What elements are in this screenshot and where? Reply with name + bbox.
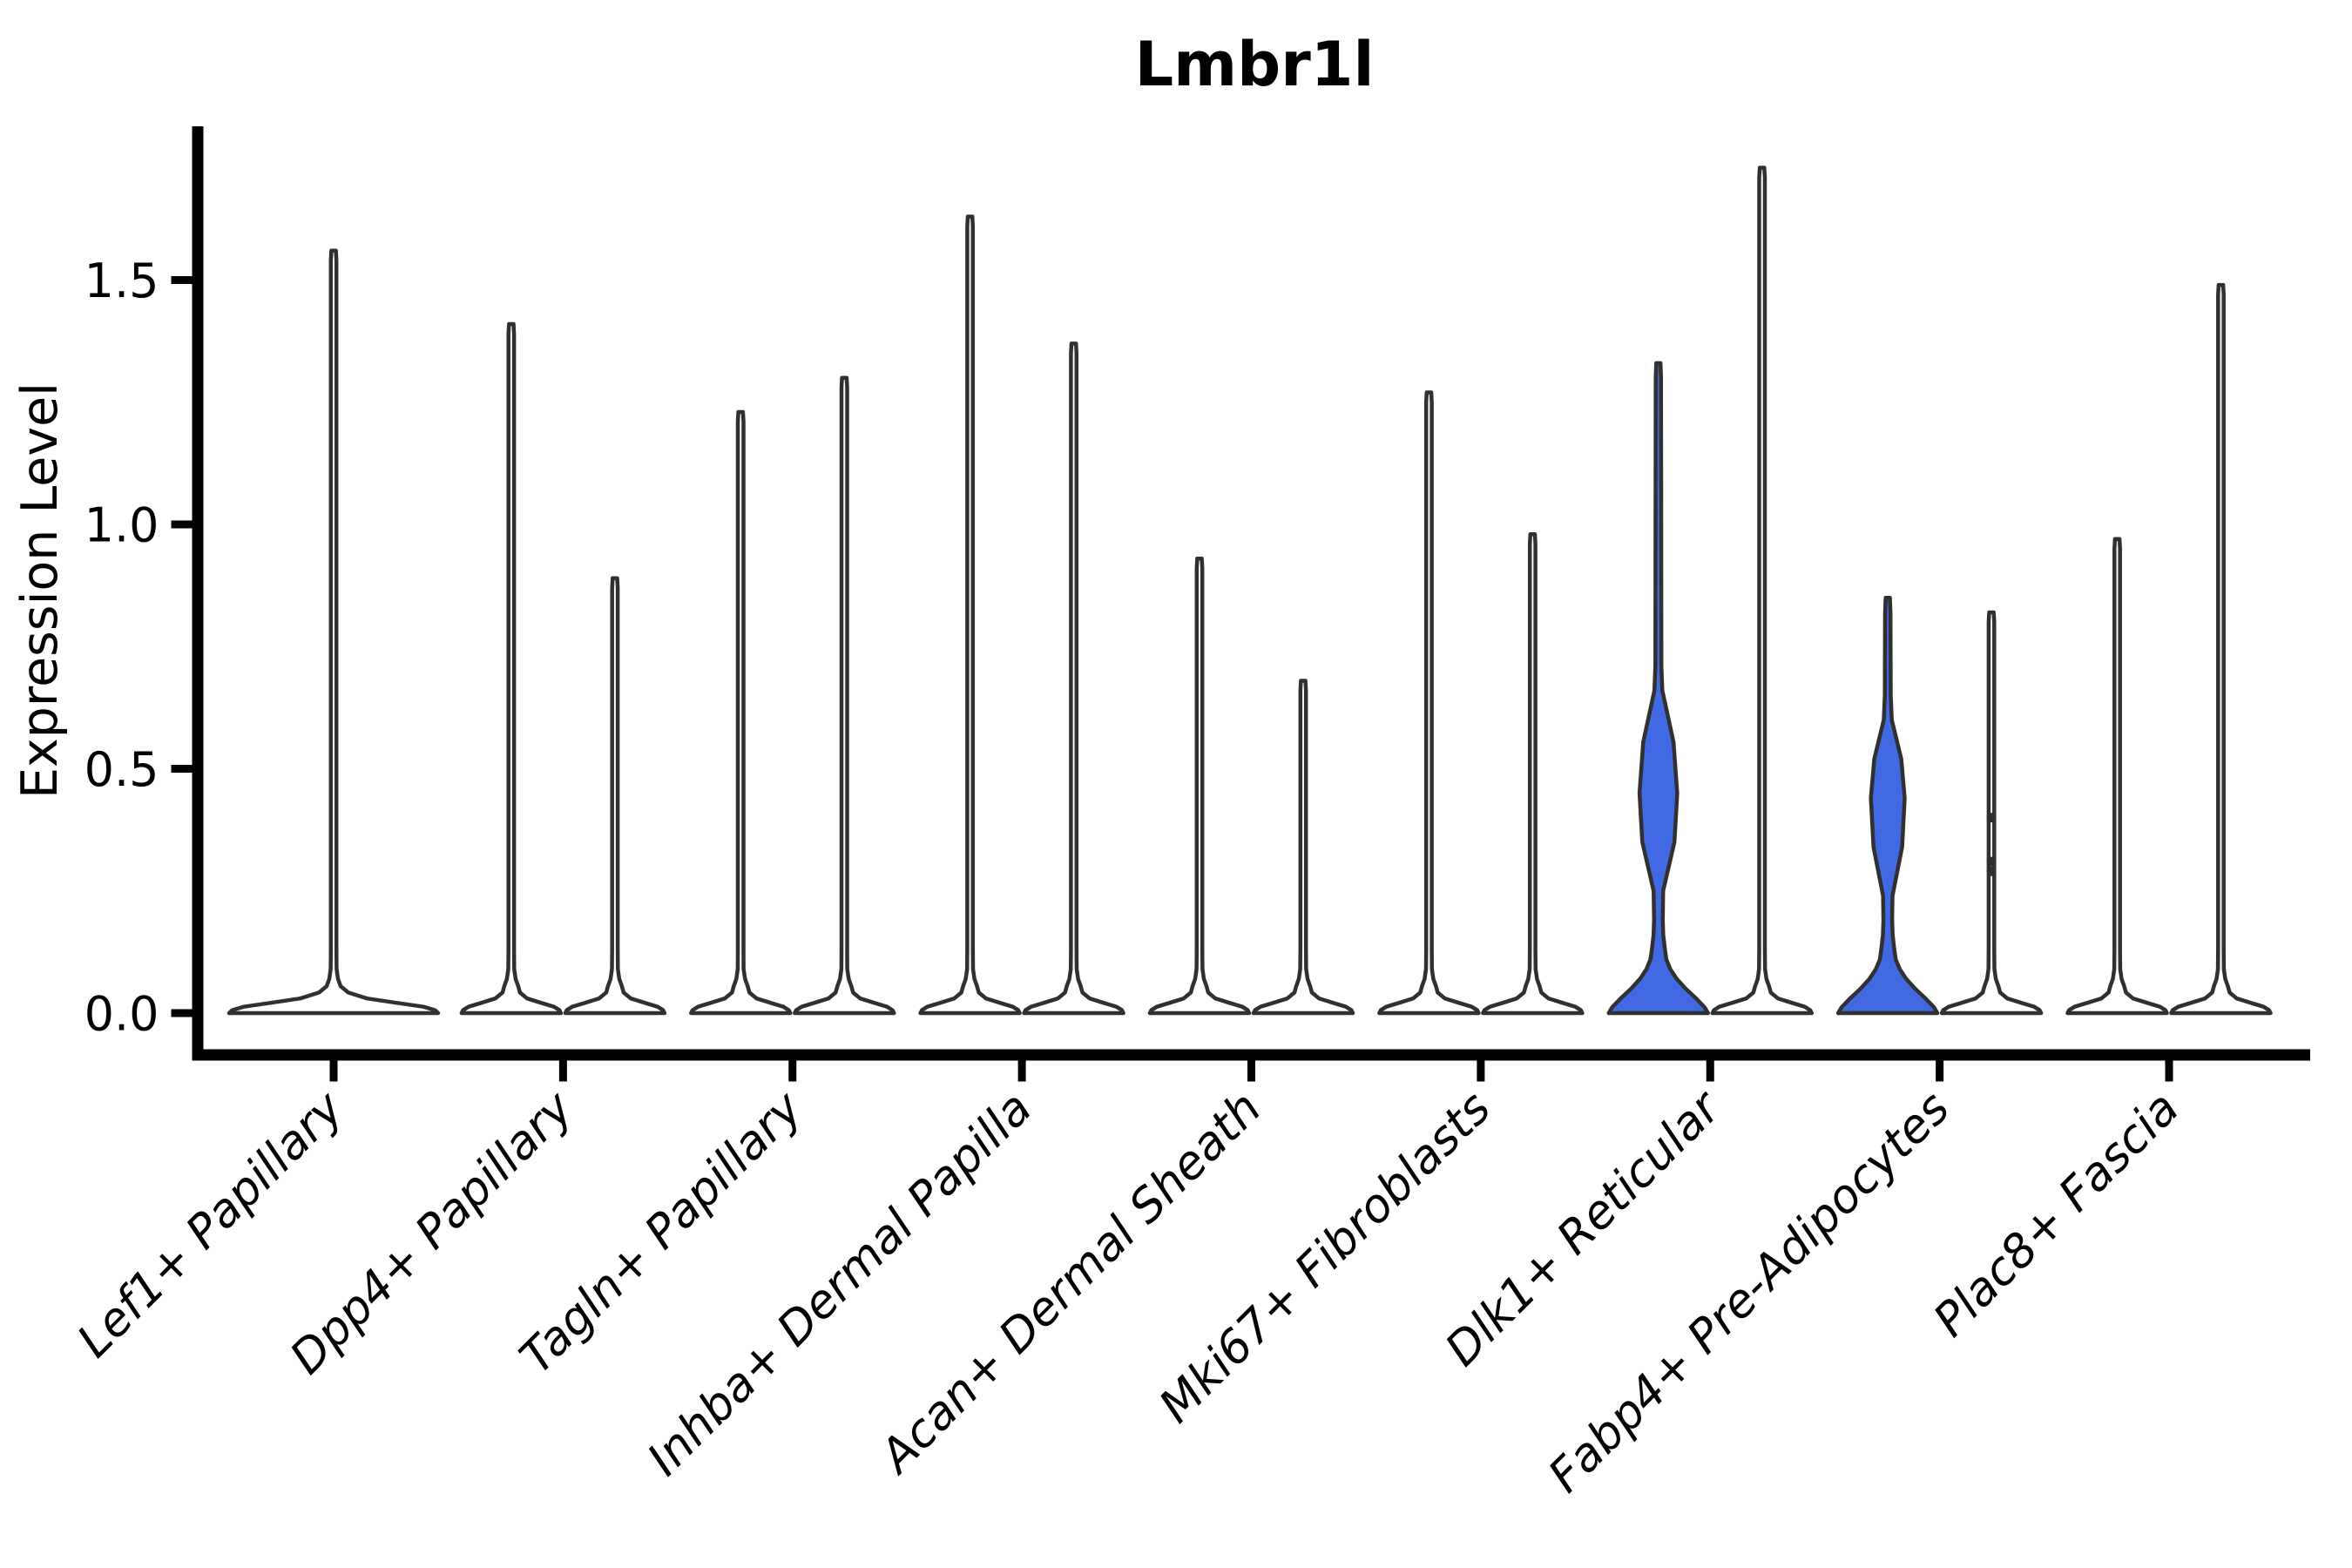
violin-dpp4-papillary-right xyxy=(563,576,667,1016)
violin-inhba-dermal-papilla-left xyxy=(918,214,1022,1016)
y-tick-mark xyxy=(171,1009,193,1017)
violin-dlk1-reticular-right xyxy=(1710,166,1815,1016)
violin-dpp4-papillary-left xyxy=(459,321,564,1016)
expression-point xyxy=(1986,856,1997,867)
violins-layer xyxy=(226,166,2273,1016)
x-tick-label-inhba-dermal-papilla: Inhba+ Dermal Papilla xyxy=(638,1082,1042,1486)
violin-fabp4-pre-adipocytes-left xyxy=(1835,595,1940,1016)
violin-acan-dermal-sheath-left xyxy=(1147,557,1252,1016)
x-tick-mark xyxy=(1247,1060,1255,1082)
x-axis-spine xyxy=(192,1049,2310,1061)
violin-fabp4-pre-adipocytes-right xyxy=(1939,610,2044,1016)
y-tick-mark xyxy=(171,765,193,773)
x-tick-mark xyxy=(558,1060,567,1082)
x-tick-label-acan-dermal-sheath: Acan+ Dermal Sheath xyxy=(868,1082,1272,1485)
x-tick-mark xyxy=(1017,1060,1026,1082)
y-tick-label: 0.0 xyxy=(84,986,159,1041)
chart-title: Lmbr1l xyxy=(1135,29,1375,100)
violin-plac8-fascia-right xyxy=(2169,282,2273,1016)
x-tick-mark xyxy=(1477,1060,1485,1082)
x-tick-mark xyxy=(2165,1060,2173,1082)
violin-tagln-papillary-left xyxy=(689,409,793,1016)
x-tick-mark xyxy=(329,1060,338,1082)
y-tick-mark xyxy=(171,520,193,529)
violin-acan-dermal-sheath-right xyxy=(1251,679,1355,1016)
x-tick-label-plac8-fascia: Plac8+ Fascia xyxy=(1923,1082,2189,1348)
y-tick-label: 1.0 xyxy=(84,497,159,552)
x-tick-mark xyxy=(788,1060,797,1082)
violin-mki67-fibroblasts-left xyxy=(1377,390,1481,1016)
y-axis-label: Expression Level xyxy=(11,382,69,799)
expression-point xyxy=(1986,866,1997,876)
violin-mki67-fibroblasts-right xyxy=(1481,531,1585,1016)
y-axis-spine xyxy=(192,126,204,1061)
y-tick-mark xyxy=(171,276,193,284)
y-tick-label: 1.5 xyxy=(84,253,159,308)
x-tick-mark xyxy=(1936,1060,1944,1082)
violin-dlk1-reticular-left xyxy=(1606,361,1711,1016)
expression-point xyxy=(1986,813,1997,823)
violin-plac8-fascia-left xyxy=(2065,537,2169,1016)
y-tick-label: 0.5 xyxy=(84,742,159,797)
violin-tagln-papillary-right xyxy=(793,375,896,1016)
violin-lef1-papillary-single xyxy=(226,248,441,1016)
violin-inhba-dermal-papilla-right xyxy=(1022,341,1125,1016)
x-tick-mark xyxy=(1706,1060,1714,1082)
x-tick-label-fabp4-pre-adipocytes: Fabp4+ Pre-Adipocytes xyxy=(1538,1082,1960,1504)
